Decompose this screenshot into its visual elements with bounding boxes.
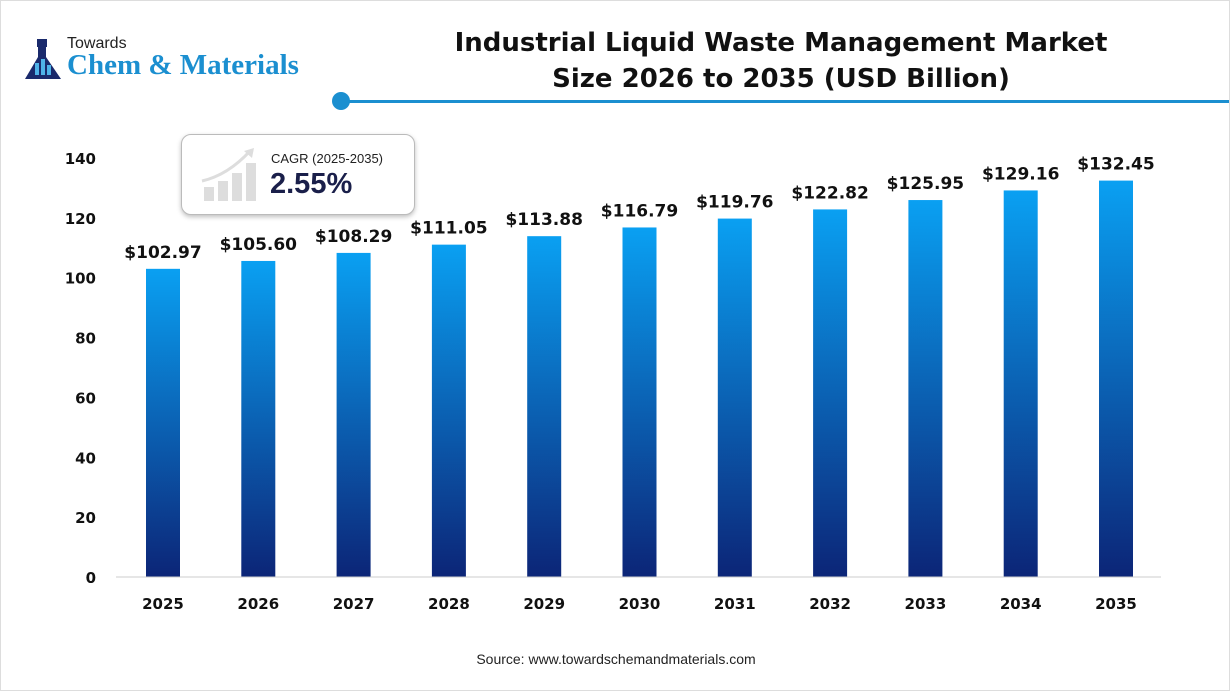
data-label: $102.97 — [124, 243, 201, 263]
data-label: $105.60 — [220, 235, 298, 255]
flask-logo-icon — [25, 39, 61, 79]
bar-2032 — [813, 209, 848, 577]
divider-line — [341, 100, 1229, 103]
bar-2035 — [1099, 180, 1133, 577]
x-tick-label: 2035 — [1095, 595, 1137, 613]
bar-2028 — [431, 244, 466, 577]
y-tick-label: 120 — [65, 210, 96, 228]
bar-2025 — [146, 268, 180, 577]
cagr-value: 2.55% — [270, 168, 353, 200]
bar-2030 — [622, 227, 657, 577]
x-tick-label: 2030 — [619, 595, 661, 613]
x-tick-label: 2027 — [333, 595, 375, 613]
bar-2026 — [241, 260, 276, 577]
x-tick-label: 2034 — [1000, 595, 1042, 613]
bar-2029 — [527, 236, 562, 577]
x-tick-label: 2026 — [237, 595, 279, 613]
logo-name: Chem & Materials — [67, 49, 299, 81]
x-tick-label: 2031 — [714, 595, 756, 613]
divider-dot — [332, 92, 350, 110]
x-tick-label: 2033 — [905, 595, 947, 613]
cagr-box: CAGR (2025-2035) 2.55% — [181, 134, 415, 215]
y-tick-label: 140 — [65, 150, 96, 168]
growth-chart-icon — [201, 148, 256, 201]
chart-title: Industrial Liquid Waste Management Marke… — [431, 25, 1131, 97]
y-tick-label: 20 — [75, 509, 96, 527]
data-label: $132.45 — [1077, 155, 1154, 175]
x-tick-label: 2029 — [523, 595, 565, 613]
logo-towards: Towards — [67, 35, 127, 52]
source-text: Source: www.towardschemandmaterials.com — [476, 651, 756, 667]
y-tick-label: 80 — [75, 330, 96, 348]
x-tick-label: 2028 — [428, 595, 470, 613]
y-tick-label: 0 — [86, 569, 96, 587]
data-label: $119.76 — [696, 193, 773, 213]
x-tick-label: 2032 — [809, 595, 851, 613]
data-label: $116.79 — [601, 201, 678, 221]
y-tick-label: 60 — [75, 389, 96, 407]
title-line-1: Industrial Liquid Waste Management Marke… — [454, 28, 1108, 58]
bar-2034 — [1003, 190, 1038, 577]
bar-2033 — [908, 200, 943, 578]
data-label: $111.05 — [410, 219, 487, 239]
data-label: $125.95 — [887, 174, 964, 194]
x-tick-label: 2025 — [142, 595, 184, 613]
data-label: $113.88 — [505, 210, 582, 230]
y-tick-label: 100 — [65, 270, 96, 288]
data-label: $108.29 — [315, 227, 392, 247]
bar-2031 — [717, 218, 752, 577]
data-label: $129.16 — [982, 164, 1059, 184]
data-label: $122.82 — [791, 183, 868, 203]
cagr-label: CAGR (2025-2035) — [271, 151, 383, 166]
title-line-2: Size 2026 to 2035 (USD Billion) — [552, 64, 1010, 94]
bar-2027 — [336, 252, 371, 577]
y-tick-label: 40 — [75, 449, 96, 467]
